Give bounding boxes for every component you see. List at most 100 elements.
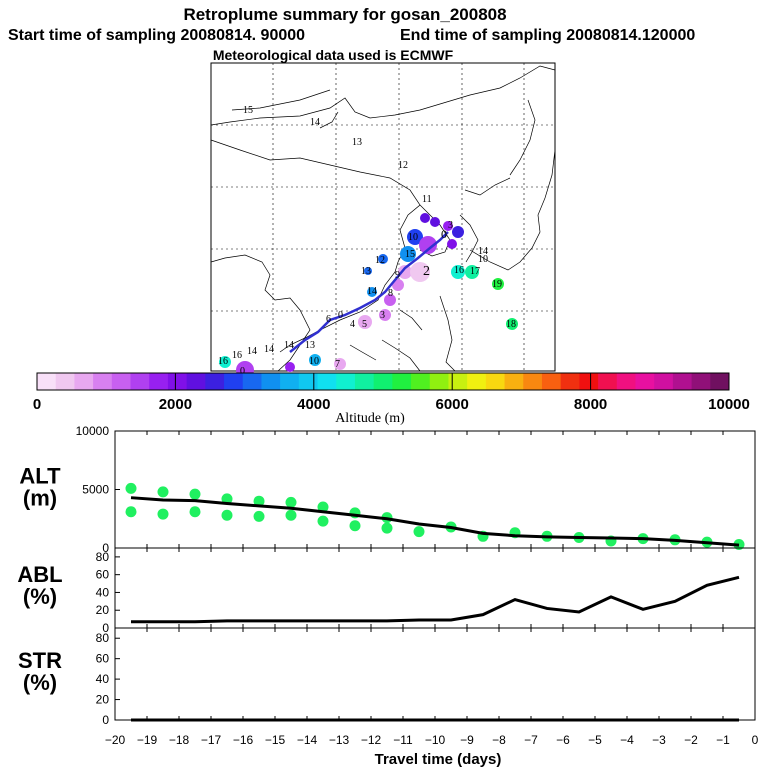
x-tick-label: −10 xyxy=(425,733,446,747)
colorbar-swatch xyxy=(373,373,393,390)
panel-label: (%) xyxy=(23,584,57,609)
colorbar-swatch xyxy=(672,373,693,390)
altitude-dot xyxy=(189,488,201,500)
start-time-label: Start time of sampling 20080814. 90000 xyxy=(8,27,305,44)
y-tick-label: 80 xyxy=(96,631,110,645)
x-tick-label: −6 xyxy=(556,733,570,747)
map-label: 14 xyxy=(367,286,377,297)
colorbar-swatch xyxy=(317,373,337,390)
colorbar-swatch xyxy=(186,373,206,390)
plume-marker xyxy=(447,239,457,249)
map-label: 13 xyxy=(305,340,315,351)
altitude-dot xyxy=(253,495,265,507)
x-tick-label: −17 xyxy=(201,733,222,747)
plume-marker xyxy=(451,265,465,279)
map-label: 16 xyxy=(232,350,242,361)
x-tick-label: −13 xyxy=(329,733,350,747)
map-label: 10 xyxy=(309,356,319,367)
y-tick-label: 0 xyxy=(102,621,109,635)
map-label: 14 xyxy=(310,117,320,128)
map-label: 14 xyxy=(264,344,274,355)
x-tick-label: −9 xyxy=(460,733,474,747)
map-label: 0 xyxy=(338,310,343,321)
y-tick-label: 0 xyxy=(102,713,109,727)
x-tick-label: −12 xyxy=(361,733,382,747)
map-label: 11 xyxy=(422,194,432,205)
colorbar-swatch xyxy=(654,373,674,390)
colorbar-tick-label: 0 xyxy=(33,396,41,413)
panel-label: ABL xyxy=(17,562,62,587)
map-label: 0 xyxy=(240,366,245,377)
altitude-dot xyxy=(125,506,137,518)
plume-marker xyxy=(410,262,430,282)
map-label: 15 xyxy=(243,105,253,116)
y-tick-label: 60 xyxy=(96,568,110,582)
colorbar-swatch xyxy=(560,373,580,390)
coastlines xyxy=(210,65,556,372)
x-axis-label: Travel time (days) xyxy=(375,751,502,768)
colorbar-swatch xyxy=(261,373,281,390)
map-label: 14 xyxy=(478,246,488,257)
map-label: 7 xyxy=(335,359,340,370)
altitude-dot xyxy=(285,496,297,508)
plume-marker xyxy=(384,294,396,306)
plume-marker xyxy=(392,279,404,291)
altitude-dot xyxy=(317,515,329,527)
map-label: 13 xyxy=(352,137,362,148)
plume-marker xyxy=(398,265,412,279)
x-tick-label: −19 xyxy=(137,733,158,747)
x-tick-label: −16 xyxy=(233,733,254,747)
map-label: 8 xyxy=(388,288,393,299)
map-label: 3 xyxy=(380,310,385,321)
x-tick-label: −7 xyxy=(524,733,538,747)
map-label: 4 xyxy=(350,319,355,330)
colorbar-swatch xyxy=(354,373,375,390)
altitude-dot xyxy=(189,506,201,518)
colorbar-swatch xyxy=(429,373,449,390)
map-label: 12 xyxy=(398,160,408,171)
y-tick-label: 5000 xyxy=(82,483,109,497)
colorbar-swatch xyxy=(111,373,132,390)
y-tick-label: 10000 xyxy=(76,424,110,438)
x-tick-label: −3 xyxy=(652,733,666,747)
colorbar-tick-label: 8000 xyxy=(574,396,607,413)
map-label: 10 xyxy=(478,254,488,265)
plume-marker xyxy=(400,246,416,262)
altitude-dot xyxy=(125,482,137,494)
colorbar-swatch xyxy=(55,373,75,390)
trajectory-path xyxy=(289,231,449,353)
colorbar-tick-label: 2000 xyxy=(159,396,192,413)
altitude-dot xyxy=(221,509,233,521)
altitude-dot xyxy=(413,526,425,538)
colorbar-swatch xyxy=(467,373,487,390)
x-tick-label: −18 xyxy=(169,733,190,747)
trajectory-map: 15 14 13 12 11 10 15 12 13 14 14 10 16 1… xyxy=(210,62,556,379)
x-tick-label: −20 xyxy=(105,733,126,747)
panel-label: ALT xyxy=(19,464,61,489)
colorbar-swatch xyxy=(448,373,468,390)
map-label: 3 xyxy=(448,220,453,231)
map-frame xyxy=(210,62,556,372)
y-tick-label: 0 xyxy=(102,541,109,555)
plume-marker xyxy=(309,354,321,366)
colorbar-swatch xyxy=(392,373,412,390)
map-label: 10 xyxy=(408,232,418,243)
altitude-line xyxy=(130,496,740,547)
colorbar-swatch xyxy=(149,373,169,390)
panel-label: (m) xyxy=(23,486,57,511)
x-tick-label: −4 xyxy=(620,733,634,747)
map-label: 16 xyxy=(454,265,464,276)
map-label: 19 xyxy=(492,279,502,290)
figure-title: Retroplume summary for gosan_200808 xyxy=(183,5,506,24)
map-label: 6 xyxy=(326,314,331,325)
x-tick-label: −15 xyxy=(265,733,286,747)
map-label: 16 xyxy=(218,356,228,367)
map-label: 9 xyxy=(395,270,400,281)
colorbar-swatch xyxy=(411,373,431,390)
plume-marker xyxy=(506,318,518,330)
x-tick-label: 0 xyxy=(752,733,759,747)
y-tick-label: 20 xyxy=(96,693,110,707)
plume-marker xyxy=(285,362,295,372)
colorbar-swatch xyxy=(37,373,57,390)
